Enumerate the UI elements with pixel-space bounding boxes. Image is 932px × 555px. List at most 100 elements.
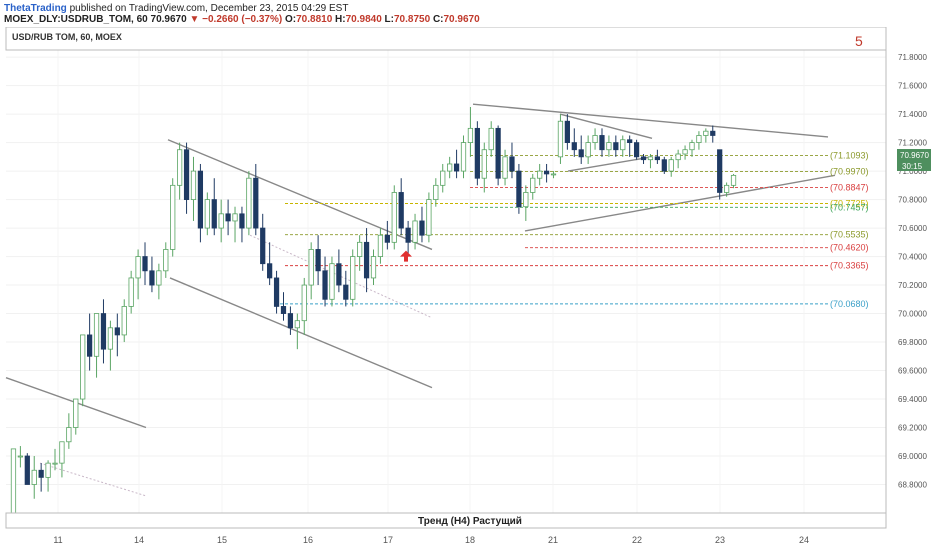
candle-body bbox=[336, 263, 342, 286]
x-tick-label: 21 bbox=[548, 535, 558, 545]
candle-body bbox=[550, 173, 557, 176]
x-axis: 11 14 15 16 17 18 21 22 23 24 bbox=[53, 535, 809, 545]
candle-body bbox=[578, 149, 584, 158]
x-tick-label: 17 bbox=[383, 535, 393, 545]
candle-body bbox=[370, 256, 377, 279]
candle-body bbox=[495, 127, 501, 179]
candle-body bbox=[654, 156, 660, 161]
candle-body bbox=[31, 469, 37, 485]
candle-body bbox=[502, 156, 508, 179]
candle-body bbox=[149, 270, 155, 286]
candle-body bbox=[308, 249, 314, 286]
candle-body bbox=[260, 227, 266, 265]
chart-container[interactable]: (71.1093) (70.9970) (70.8847) (70.7725) (70.… bbox=[0, 26, 932, 550]
candle-body bbox=[280, 306, 287, 314]
candle-body bbox=[107, 327, 114, 350]
candle-body bbox=[668, 159, 674, 172]
chart-background bbox=[0, 27, 932, 550]
candle-body bbox=[571, 142, 577, 151]
candle-body bbox=[585, 142, 591, 158]
price-level-label: (70.8847) bbox=[830, 183, 869, 193]
y-tick-label: 71.0000 bbox=[898, 167, 927, 176]
last-price: 70.9670 bbox=[150, 14, 187, 25]
y-tick-label: 70.0000 bbox=[898, 310, 927, 319]
candle-body bbox=[322, 270, 328, 300]
candle-body bbox=[24, 455, 30, 485]
candle-body bbox=[730, 174, 737, 186]
close-value: 70.9670 bbox=[443, 14, 480, 25]
candle-body bbox=[294, 320, 300, 329]
x-tick-label: 18 bbox=[465, 535, 475, 545]
candle-body bbox=[170, 184, 176, 250]
candle-body bbox=[100, 313, 107, 350]
candle-body bbox=[204, 199, 210, 229]
symbol-info: MOEX_DLY:USDRUB_TOM, 60 70.9670 ▼ −0.266… bbox=[4, 14, 480, 26]
change-down-icon: ▼ bbox=[189, 14, 200, 25]
candle-body bbox=[93, 313, 100, 357]
candle-body bbox=[190, 170, 197, 200]
candle-body bbox=[633, 142, 640, 158]
candle-body bbox=[377, 234, 384, 257]
candle-body bbox=[398, 192, 404, 229]
candle-body bbox=[17, 455, 24, 458]
candle-body bbox=[363, 241, 370, 279]
candle-body bbox=[627, 139, 633, 144]
ohlc-open: O:70.8810 bbox=[285, 14, 333, 25]
candle-body bbox=[267, 263, 273, 279]
trend-line bbox=[567, 156, 653, 172]
x-tick-label: 16 bbox=[303, 535, 313, 545]
y-tick-label: 71.8000 bbox=[898, 53, 927, 62]
price-change: −0.2660 (−0.37%) bbox=[202, 14, 283, 25]
trend-line-dashed bbox=[39, 462, 147, 497]
trend-line bbox=[472, 103, 829, 138]
candle-body bbox=[474, 127, 480, 179]
candle-body bbox=[38, 469, 44, 478]
y-tick-label: 69.4000 bbox=[898, 395, 927, 404]
y-tick-label: 71.6000 bbox=[898, 82, 927, 91]
candle-body bbox=[156, 270, 162, 286]
candle-body bbox=[211, 199, 217, 229]
candle-body bbox=[467, 127, 474, 143]
candle-body bbox=[301, 284, 307, 322]
candle-body bbox=[10, 448, 17, 514]
author-link[interactable]: ThetaTrading bbox=[4, 3, 67, 14]
chart-svg[interactable]: (71.1093)(70.9970)(70.8847)(70.7725)(70.… bbox=[0, 26, 932, 550]
symbol-name: MOEX_DLY:USDRUB_TOM, 60 bbox=[4, 14, 148, 25]
y-tick-label: 68.8000 bbox=[898, 481, 927, 490]
candle-body bbox=[710, 130, 716, 136]
x-tick-label: 11 bbox=[53, 535, 62, 545]
candle-body bbox=[239, 213, 245, 229]
x-tick-label: 24 bbox=[799, 535, 809, 545]
candle-body bbox=[287, 313, 294, 329]
x-tick-label: 23 bbox=[715, 535, 725, 545]
candle-body bbox=[447, 163, 453, 172]
candle-body bbox=[460, 142, 467, 172]
published-text: published on TradingView.com, December 2… bbox=[69, 3, 349, 14]
price-level-label: (70.7457) bbox=[830, 202, 869, 212]
candle-body bbox=[128, 277, 134, 307]
candle-body bbox=[121, 306, 127, 336]
low-value: 70.8750 bbox=[394, 14, 431, 25]
candle-body bbox=[661, 159, 667, 172]
candles bbox=[10, 106, 737, 514]
price-badge: 70.9670 30:15 bbox=[897, 149, 931, 171]
candle-body bbox=[135, 256, 141, 279]
grid bbox=[6, 50, 886, 513]
time-badge-bg bbox=[897, 160, 931, 171]
candle-body bbox=[606, 142, 612, 151]
candle-body bbox=[689, 142, 695, 151]
candle-body bbox=[246, 177, 252, 229]
candle-body bbox=[640, 156, 647, 161]
pane-title: USD/RUB TOM, 60, MOEX bbox=[12, 32, 122, 42]
candle-body bbox=[384, 234, 390, 243]
candle-body bbox=[620, 139, 626, 151]
candle-body bbox=[675, 153, 681, 161]
candle-body bbox=[613, 142, 619, 151]
y-tick-label: 69.2000 bbox=[898, 424, 927, 433]
candle-body bbox=[488, 127, 494, 151]
pane-number: 5 bbox=[855, 33, 863, 49]
price-level-label: (70.4620) bbox=[830, 243, 869, 253]
y-tick-label: 71.2000 bbox=[898, 139, 927, 148]
y-tick-label: 71.4000 bbox=[898, 110, 927, 119]
price-badge-text: 70.9670 bbox=[900, 151, 929, 160]
